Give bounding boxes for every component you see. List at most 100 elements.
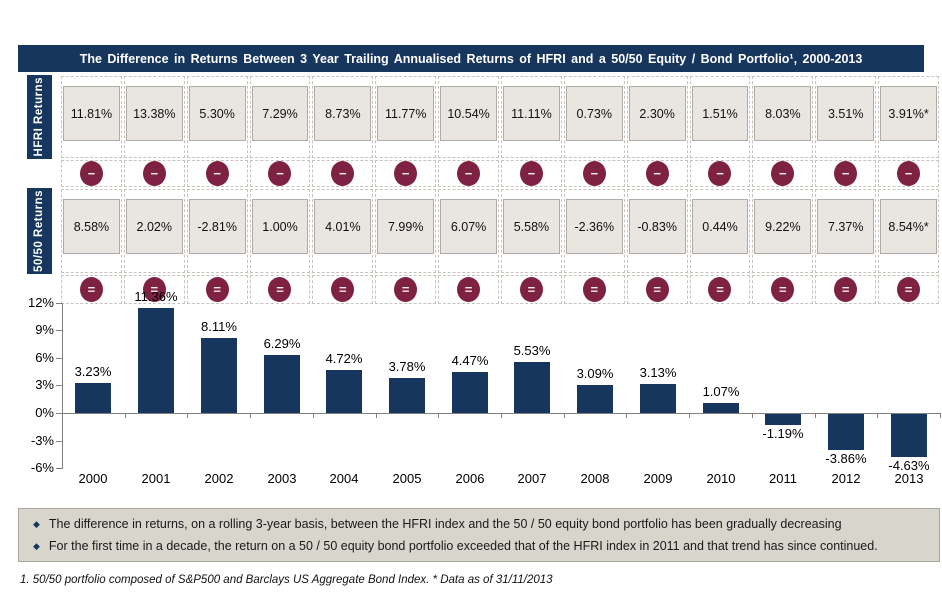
- minus-icon: −: [834, 161, 858, 186]
- x-axis-year-label: 2006: [455, 471, 485, 486]
- hfri-return-cell: 10.54%: [438, 76, 499, 158]
- minus-operator-cell: −: [626, 160, 688, 187]
- minus-icon: −: [142, 161, 166, 186]
- fifty-fifty-return-value: 7.37%: [817, 199, 875, 254]
- bar: [201, 338, 237, 413]
- hfri-return-value: 3.91%*: [880, 86, 937, 141]
- minus-operator-cell: −: [438, 160, 499, 187]
- y-axis-tick-label: -3%: [30, 432, 54, 448]
- row-header-fifty-fifty-returns-label: 50/50 Returns: [33, 190, 45, 272]
- x-axis-year-label: 2010: [706, 471, 736, 486]
- equals-icon: =: [582, 277, 606, 302]
- x-axis-tick: [940, 413, 941, 418]
- hfri-return-cell: 13.38%: [123, 76, 185, 158]
- equals-icon: =: [645, 277, 669, 302]
- minus-icon: −: [457, 161, 481, 186]
- hfri-return-cell: 1.51%: [689, 76, 751, 158]
- x-axis-tick: [501, 413, 502, 418]
- bar-value-label: -4.63%: [888, 458, 930, 473]
- minus-operator-cell: −: [375, 160, 437, 187]
- equals-icon: =: [897, 277, 921, 302]
- bar-value-label: 4.72%: [325, 351, 363, 366]
- equals-operator-cell: =: [501, 275, 562, 304]
- page-title: The Difference in Returns Between 3 Year…: [18, 45, 924, 72]
- fifty-fifty-return-value: 8.58%: [63, 199, 120, 254]
- bar-value-label: 3.09%: [576, 366, 614, 381]
- minus-operator-cell: −: [563, 160, 625, 187]
- returns-comparison-table: HFRI Returns 11.81% 13.38% 5.30% 7.29% 8.73% 1…: [18, 75, 940, 305]
- minus-icon: −: [331, 161, 355, 186]
- hfri-return-cell: 3.91%*: [878, 76, 939, 158]
- minus-operator-cell: −: [878, 160, 939, 187]
- x-axis-year-label: 2002: [204, 471, 234, 486]
- equals-operator-cell: =: [312, 275, 374, 304]
- hfri-return-cell: 11.81%: [61, 76, 122, 158]
- insight-bullet-item: ◆ The difference in returns, on a rolling…: [31, 517, 927, 531]
- bar-value-label: 5.53%: [513, 343, 551, 358]
- row-header-hfri-returns: HFRI Returns: [18, 75, 60, 159]
- hfri-return-value: 8.03%: [754, 86, 812, 141]
- fifty-fifty-return-cell: 4.01%: [312, 189, 374, 273]
- hfri-return-value: 8.73%: [314, 86, 372, 141]
- bar: [75, 383, 111, 413]
- minus-operator-cell: −: [312, 160, 374, 187]
- fifty-fifty-return-value: 4.01%: [314, 199, 372, 254]
- fifty-fifty-return-cell: 2.02%: [123, 189, 185, 273]
- equals-icon: =: [834, 277, 858, 302]
- equals-icon: =: [457, 277, 481, 302]
- equals-operator-cell: =: [186, 275, 248, 304]
- x-axis-tick: [438, 413, 439, 418]
- equals-operator-cell: =: [878, 275, 939, 304]
- x-axis-tick: [689, 413, 690, 418]
- hfri-return-value: 2.30%: [628, 86, 686, 141]
- fifty-fifty-return-value: 1.00%: [251, 199, 309, 254]
- fifty-fifty-return-cell: 5.58%: [501, 189, 562, 273]
- hfri-return-cell: 0.73%: [563, 76, 625, 158]
- y-axis-tick-label: 12%: [27, 294, 54, 310]
- equals-operator-cell: =: [61, 275, 122, 304]
- bar: [577, 385, 613, 413]
- x-axis-tick: [125, 413, 126, 418]
- x-axis-tick: [376, 413, 377, 418]
- fifty-fifty-return-value: 7.99%: [377, 199, 435, 254]
- hfri-return-cell: 2.30%: [626, 76, 688, 158]
- x-axis-year-label: 2005: [392, 471, 422, 486]
- y-axis-tick-label: 0%: [35, 405, 54, 420]
- equals-icon: =: [79, 277, 103, 302]
- y-axis-tick: [56, 440, 62, 442]
- bar: [703, 403, 739, 413]
- x-axis-tick: [313, 413, 314, 418]
- row-header-box: 50/50 Returns: [26, 188, 52, 274]
- y-axis-tick-label: 6%: [35, 349, 54, 365]
- minus-operator-cell: −: [61, 160, 122, 187]
- minus-icon: −: [205, 161, 229, 186]
- bar: [640, 384, 676, 413]
- bar: [452, 372, 488, 413]
- y-axis-tick: [56, 385, 62, 387]
- minus-operator-cell: −: [186, 160, 248, 187]
- fifty-fifty-return-value: -2.36%: [565, 199, 623, 254]
- table-corner-spacer: [18, 159, 60, 188]
- equals-icon: =: [268, 277, 292, 302]
- x-axis-year-label: 2003: [267, 471, 297, 486]
- equals-operator-cell: =: [815, 275, 877, 304]
- x-axis-tick: [187, 413, 188, 418]
- bar-value-label: 3.78%: [388, 359, 426, 374]
- equals-icon: =: [142, 277, 166, 302]
- minus-operator-cell: −: [123, 160, 185, 187]
- x-axis-year-label: 2004: [329, 471, 359, 486]
- fifty-fifty-return-value: 6.07%: [440, 199, 497, 254]
- y-axis-tick: [56, 413, 62, 414]
- x-axis-year-label: 2008: [580, 471, 610, 486]
- hfri-return-value: 10.54%: [440, 86, 497, 141]
- insight-bullet-item: ◆ For the first time in a decade, the ret…: [31, 539, 927, 553]
- fifty-fifty-return-cell: 6.07%: [438, 189, 499, 273]
- equals-icon: =: [205, 277, 229, 302]
- fifty-fifty-return-value: -0.83%: [628, 199, 686, 254]
- bar: [326, 370, 362, 413]
- minus-operator-cell: −: [815, 160, 877, 187]
- equals-operator-cell: =: [375, 275, 437, 304]
- footnote: 1. 50/50 portfolio composed of S&P500 an…: [20, 574, 553, 586]
- x-axis-tick: [250, 413, 251, 418]
- fifty-fifty-return-value: 0.44%: [691, 199, 749, 254]
